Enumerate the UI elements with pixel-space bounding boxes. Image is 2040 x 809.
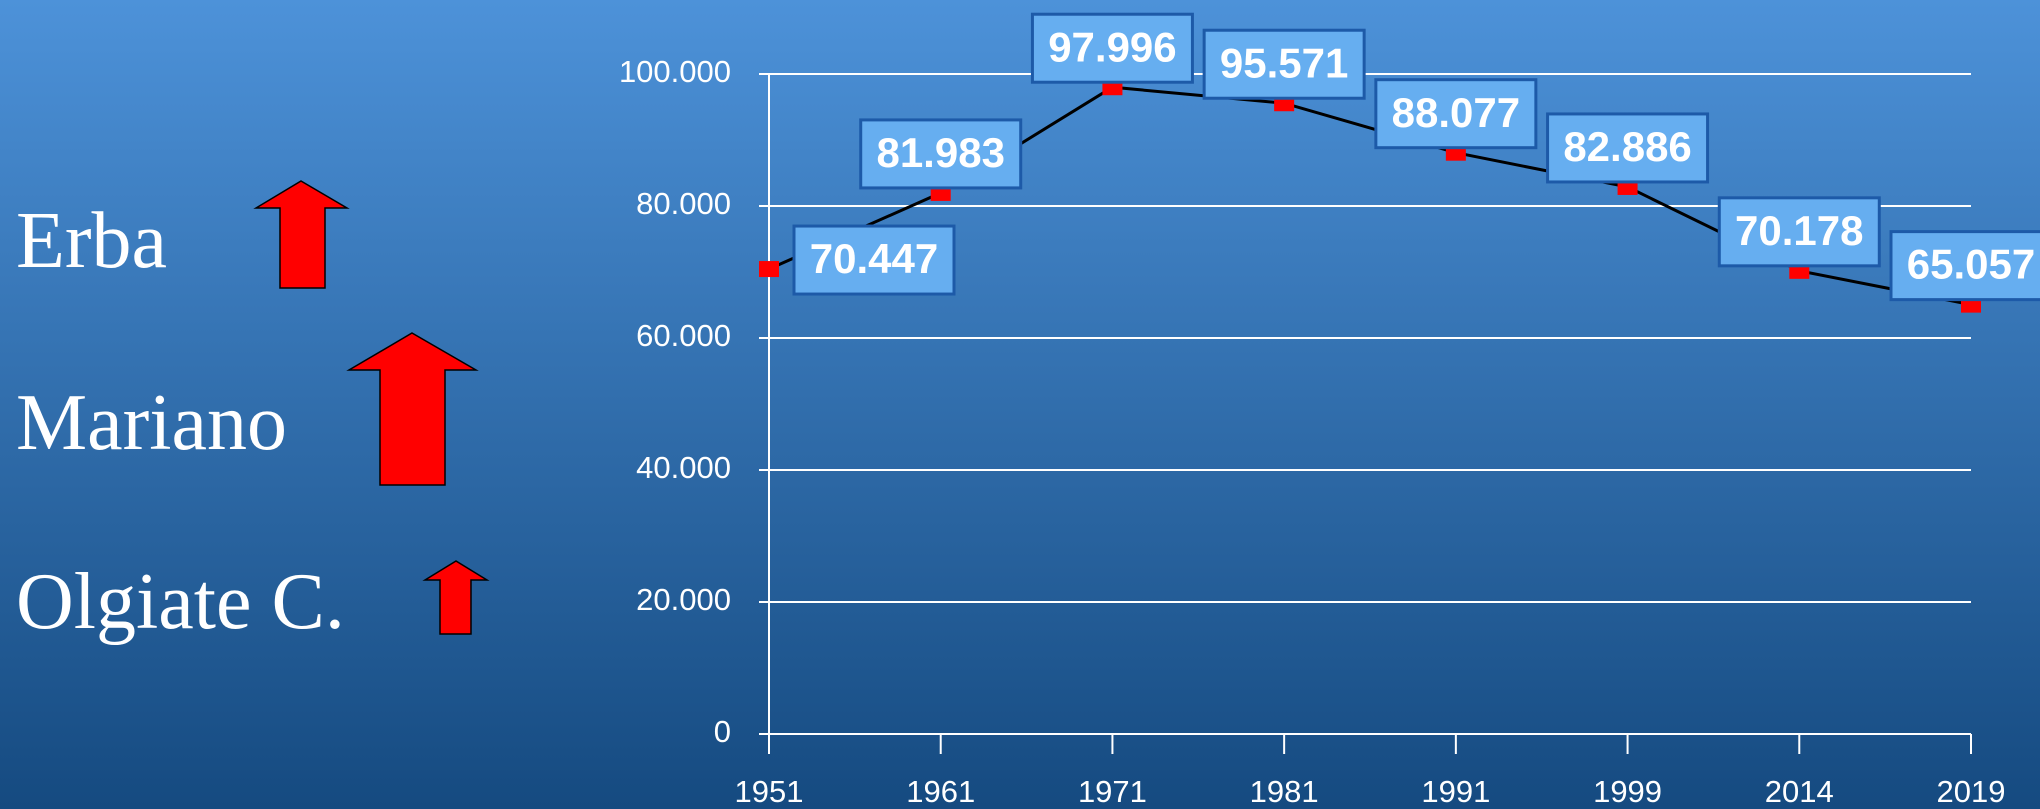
value-label: 82.886 xyxy=(1563,123,1691,170)
x-tick-label: 1951 xyxy=(735,774,804,809)
arrow xyxy=(346,332,479,486)
y-tick-label: 100.000 xyxy=(619,54,731,89)
town-label: Olgiate C. xyxy=(16,558,345,646)
value-label-box xyxy=(859,118,1023,190)
value-label: 97.996 xyxy=(1048,23,1176,70)
x-tick-label: 1981 xyxy=(1250,774,1319,809)
y-tick-label: 20.000 xyxy=(636,582,731,617)
x-tick-label: 1999 xyxy=(1593,774,1662,809)
value-label-box xyxy=(1546,112,1710,184)
y-tick-label: 80.000 xyxy=(636,186,731,221)
value-label: 95.571 xyxy=(1220,39,1348,86)
arrow xyxy=(422,560,490,635)
marker xyxy=(759,261,779,278)
x-tick-label: 1971 xyxy=(1078,774,1147,809)
plot: 0 20.000 40.000 60.000 80.000 100.000 1951 1961… xyxy=(619,12,2040,809)
x-tick-label: 1961 xyxy=(906,774,975,809)
value-label-box xyxy=(792,224,956,296)
value-label-box xyxy=(1717,196,1881,268)
y-tick-label: 60.000 xyxy=(636,318,731,353)
value-label: 65.057 xyxy=(1907,241,2035,288)
x-tick-label: 2019 xyxy=(1937,774,2006,809)
y-tick-label: 40.000 xyxy=(636,450,731,485)
town-label: Mariano xyxy=(16,379,287,467)
value-label-box xyxy=(1374,78,1538,150)
x-tick-label: 2014 xyxy=(1765,774,1834,809)
value-label-box xyxy=(1202,28,1366,100)
value-label: 70.178 xyxy=(1735,207,1863,254)
value-label-box xyxy=(1889,230,2040,302)
town-label: Erba xyxy=(16,197,167,285)
value-label: 88.077 xyxy=(1392,89,1520,136)
value-label-box xyxy=(1030,12,1194,84)
arrow xyxy=(253,180,350,289)
value-label: 70.447 xyxy=(810,235,938,282)
value-label: 81.983 xyxy=(876,129,1004,176)
y-tick-label: 0 xyxy=(714,714,731,749)
x-tick-label: 1991 xyxy=(1421,774,1490,809)
